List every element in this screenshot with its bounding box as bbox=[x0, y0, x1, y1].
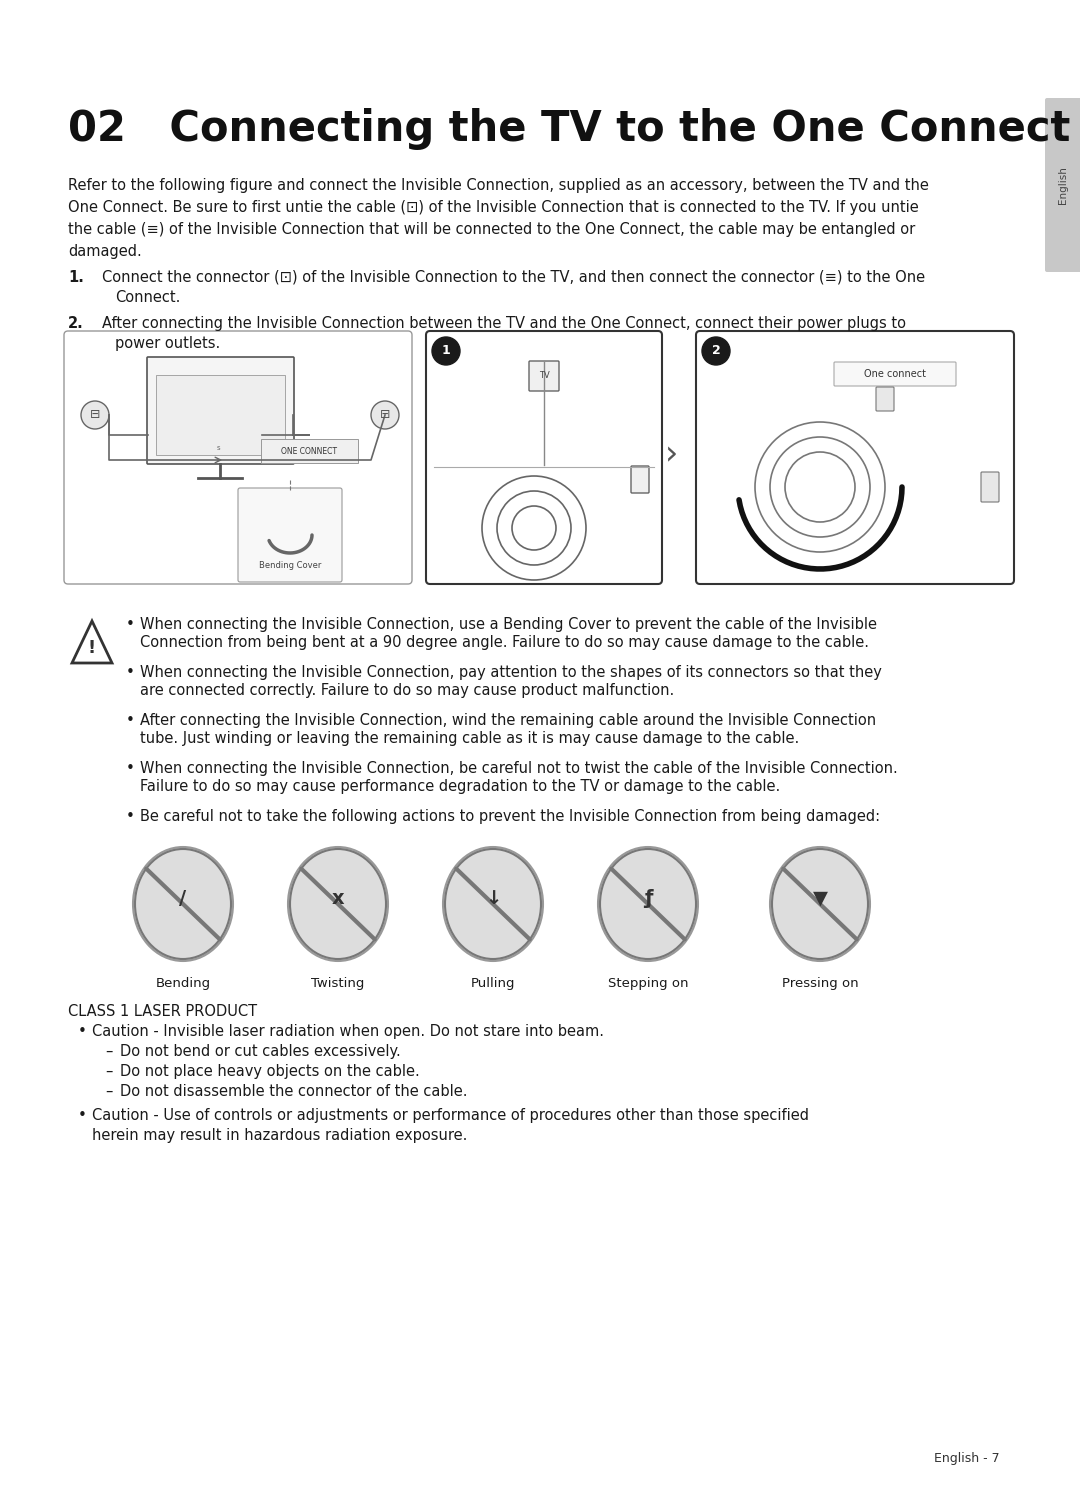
Text: Pulling: Pulling bbox=[471, 977, 515, 991]
Text: ⊟: ⊟ bbox=[380, 408, 390, 421]
Text: s: s bbox=[216, 445, 220, 451]
Text: Twisting: Twisting bbox=[311, 977, 365, 991]
Text: /: / bbox=[179, 889, 187, 907]
Text: 1.: 1. bbox=[68, 270, 84, 285]
Text: Stepping on: Stepping on bbox=[608, 977, 688, 991]
Text: Connect the connector (⊡) of the Invisible Connection to the TV, and then connec: Connect the connector (⊡) of the Invisib… bbox=[102, 270, 926, 285]
Ellipse shape bbox=[133, 847, 233, 961]
Text: damaged.: damaged. bbox=[68, 244, 141, 258]
Text: Refer to the following figure and connect the Invisible Connection, supplied as : Refer to the following figure and connec… bbox=[68, 178, 929, 193]
Text: x: x bbox=[332, 889, 345, 907]
Text: Be careful not to take the following actions to prevent the Invisible Connection: Be careful not to take the following act… bbox=[140, 808, 880, 825]
Text: CLASS 1 LASER PRODUCT: CLASS 1 LASER PRODUCT bbox=[68, 1004, 257, 1019]
Text: •: • bbox=[78, 1023, 86, 1038]
FancyBboxPatch shape bbox=[238, 489, 342, 583]
Text: After connecting the Invisible Connection, wind the remaining cable around the I: After connecting the Invisible Connectio… bbox=[140, 713, 876, 728]
Ellipse shape bbox=[443, 847, 543, 961]
Text: 2.: 2. bbox=[68, 317, 84, 332]
Text: ONE CONNECT: ONE CONNECT bbox=[281, 447, 337, 456]
Text: •: • bbox=[126, 760, 135, 775]
Circle shape bbox=[702, 338, 730, 365]
Text: 1: 1 bbox=[442, 345, 450, 357]
Text: •: • bbox=[126, 713, 135, 728]
Text: Do not disassemble the connector of the cable.: Do not disassemble the connector of the … bbox=[120, 1085, 468, 1100]
Text: After connecting the Invisible Connection between the TV and the One Connect, co: After connecting the Invisible Connectio… bbox=[102, 317, 906, 332]
Text: Do not place heavy objects on the cable.: Do not place heavy objects on the cable. bbox=[120, 1064, 420, 1079]
Text: •: • bbox=[126, 665, 135, 680]
FancyBboxPatch shape bbox=[64, 332, 411, 584]
FancyBboxPatch shape bbox=[1045, 99, 1080, 272]
Text: •: • bbox=[126, 617, 135, 632]
Text: English: English bbox=[1058, 166, 1068, 205]
Text: Do not bend or cut cables excessively.: Do not bend or cut cables excessively. bbox=[120, 1044, 401, 1059]
Text: 02   Connecting the TV to the One Connect: 02 Connecting the TV to the One Connect bbox=[68, 108, 1070, 149]
Text: One connect: One connect bbox=[864, 369, 926, 379]
Text: ↓: ↓ bbox=[485, 889, 501, 907]
Circle shape bbox=[81, 400, 109, 429]
Text: are connected correctly. Failure to do so may cause product malfunction.: are connected correctly. Failure to do s… bbox=[140, 683, 674, 698]
Text: Connect.: Connect. bbox=[114, 290, 180, 305]
Ellipse shape bbox=[598, 847, 698, 961]
Text: the cable (≡) of the Invisible Connection that will be connected to the One Conn: the cable (≡) of the Invisible Connectio… bbox=[68, 223, 915, 238]
Text: power outlets.: power outlets. bbox=[114, 336, 220, 351]
Text: ▼: ▼ bbox=[812, 889, 827, 907]
Text: When connecting the Invisible Connection, use a Bending Cover to prevent the cab: When connecting the Invisible Connection… bbox=[140, 617, 877, 632]
FancyBboxPatch shape bbox=[261, 439, 357, 463]
Text: Caution - Invisible laser radiation when open. Do not stare into beam.: Caution - Invisible laser radiation when… bbox=[92, 1023, 604, 1038]
Circle shape bbox=[372, 400, 399, 429]
Text: 2: 2 bbox=[712, 345, 720, 357]
Text: herein may result in hazardous radiation exposure.: herein may result in hazardous radiation… bbox=[92, 1128, 468, 1143]
Text: !: ! bbox=[87, 639, 96, 657]
Text: ›: › bbox=[665, 439, 678, 472]
Text: •: • bbox=[78, 1109, 86, 1123]
Text: When connecting the Invisible Connection, pay attention to the shapes of its con: When connecting the Invisible Connection… bbox=[140, 665, 882, 680]
Text: When connecting the Invisible Connection, be careful not to twist the cable of t: When connecting the Invisible Connection… bbox=[140, 760, 897, 775]
FancyBboxPatch shape bbox=[426, 332, 662, 584]
Circle shape bbox=[432, 338, 460, 365]
Text: –: – bbox=[105, 1044, 112, 1059]
Text: One Connect. Be sure to first untie the cable (⊡) of the Invisible Connection th: One Connect. Be sure to first untie the … bbox=[68, 200, 919, 215]
Text: Bending Cover: Bending Cover bbox=[259, 562, 321, 571]
FancyBboxPatch shape bbox=[696, 332, 1014, 584]
Text: ⊟: ⊟ bbox=[90, 408, 100, 421]
FancyBboxPatch shape bbox=[156, 375, 285, 456]
Ellipse shape bbox=[288, 847, 388, 961]
Text: Connection from being bent at a 90 degree angle. Failure to do so may cause dama: Connection from being bent at a 90 degre… bbox=[140, 635, 869, 650]
FancyBboxPatch shape bbox=[876, 387, 894, 411]
Text: Caution - Use of controls or adjustments or performance of procedures other than: Caution - Use of controls or adjustments… bbox=[92, 1109, 809, 1123]
Text: –: – bbox=[105, 1064, 112, 1079]
Text: English - 7: English - 7 bbox=[934, 1452, 1000, 1466]
FancyBboxPatch shape bbox=[631, 466, 649, 493]
Text: Pressing on: Pressing on bbox=[782, 977, 859, 991]
Text: tube. Just winding or leaving the remaining cable as it is may cause damage to t: tube. Just winding or leaving the remain… bbox=[140, 731, 799, 746]
FancyBboxPatch shape bbox=[981, 472, 999, 502]
FancyBboxPatch shape bbox=[529, 362, 559, 391]
Ellipse shape bbox=[770, 847, 870, 961]
Text: TV: TV bbox=[539, 372, 550, 381]
Polygon shape bbox=[72, 622, 112, 663]
FancyBboxPatch shape bbox=[834, 362, 956, 385]
Text: •: • bbox=[126, 808, 135, 825]
Text: Bending: Bending bbox=[156, 977, 211, 991]
FancyBboxPatch shape bbox=[147, 357, 294, 465]
Text: ƒ: ƒ bbox=[644, 889, 652, 907]
Text: –: – bbox=[105, 1085, 112, 1100]
Text: Failure to do so may cause performance degradation to the TV or damage to the ca: Failure to do so may cause performance d… bbox=[140, 778, 780, 793]
